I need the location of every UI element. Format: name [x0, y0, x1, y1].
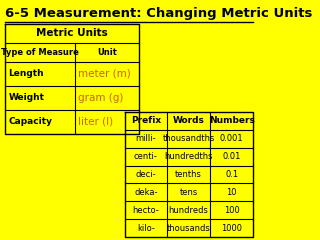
Text: milli-: milli- [135, 134, 156, 143]
Text: Capacity: Capacity [9, 118, 52, 126]
Text: deka-: deka- [134, 188, 157, 197]
Text: Length: Length [9, 70, 44, 78]
Text: gram (g): gram (g) [78, 93, 123, 103]
Text: tenths: tenths [175, 170, 202, 179]
Text: Weight: Weight [9, 94, 44, 102]
Text: Words: Words [172, 116, 204, 126]
Text: liter (l): liter (l) [78, 117, 113, 127]
Text: Unit: Unit [97, 48, 117, 57]
Text: 0.01: 0.01 [222, 152, 241, 161]
Text: 10: 10 [226, 188, 237, 197]
Text: meter (m): meter (m) [78, 69, 131, 79]
Text: thousandths: thousandths [162, 134, 215, 143]
Text: hundreds: hundreds [169, 206, 208, 215]
Text: Numbers: Numbers [209, 116, 254, 126]
Text: centi-: centi- [134, 152, 158, 161]
Text: hecto-: hecto- [132, 206, 159, 215]
Text: 1000: 1000 [221, 224, 242, 233]
Text: deci-: deci- [135, 170, 156, 179]
Text: 0.1: 0.1 [225, 170, 238, 179]
Text: 6-5 Measurement: Changing Metric Units: 6-5 Measurement: Changing Metric Units [5, 7, 313, 20]
Text: 0.001: 0.001 [220, 134, 244, 143]
Text: Metric Units: Metric Units [36, 29, 108, 38]
Text: thousands: thousands [167, 224, 210, 233]
Text: Type of Measure: Type of Measure [1, 48, 79, 57]
Text: Prefix: Prefix [131, 116, 161, 126]
Text: hundredths: hundredths [164, 152, 213, 161]
Text: 100: 100 [224, 206, 239, 215]
Text: kilo-: kilo- [137, 224, 155, 233]
Text: tens: tens [180, 188, 198, 197]
